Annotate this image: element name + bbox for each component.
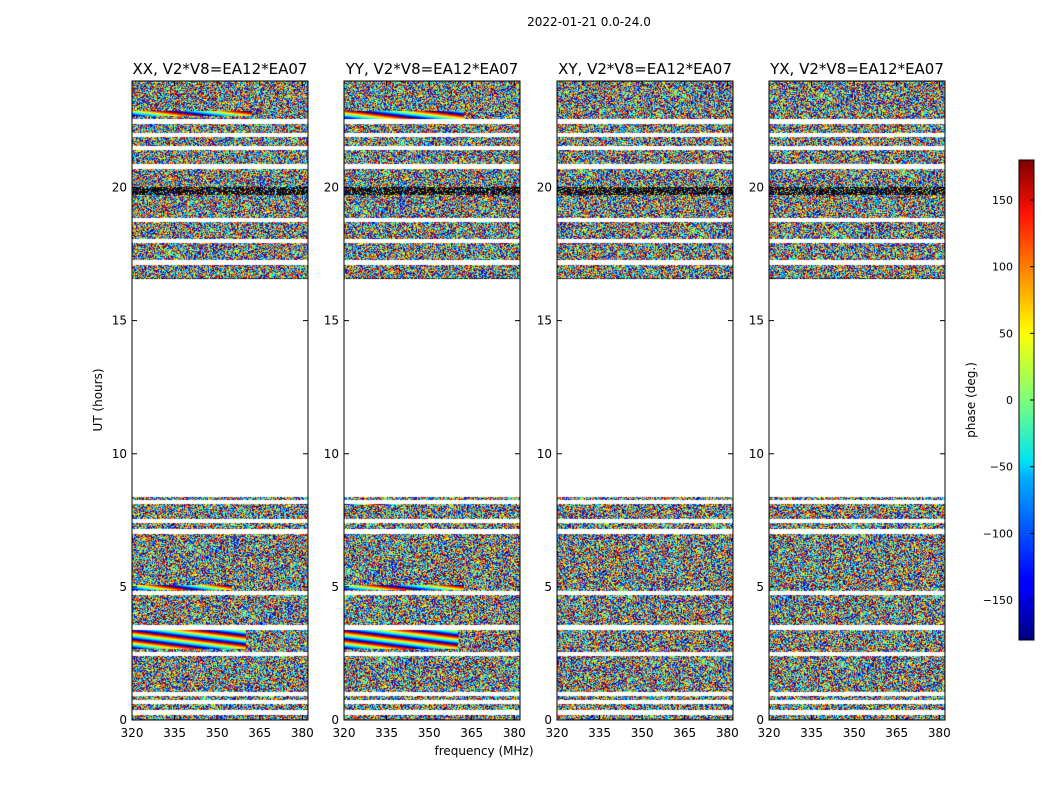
x-tick-label: 320 [121,726,144,740]
panel-frame [768,80,946,721]
y-tick-label: 15 [749,314,764,328]
colorbar-ticks: −150 −100 −50 0 50 100 150 [983,194,1034,607]
panel-yx: YX, V2*V8=EA12*EA07 320 335 350 365 380 0 5 10 15… [749,60,951,740]
x-tick-label: 335 [800,726,823,740]
panel-phase-image [344,81,520,720]
panel-phase-image [769,81,945,720]
x-tick-label: 350 [418,726,441,740]
x-tick-label: 380 [928,726,951,740]
colorbar-tick-label: 0 [1006,394,1013,407]
panel-yy: YY, V2*V8=EA12*EA07 320 335 350 365 380 0 5 10 15… [324,60,526,740]
y-tick-label: 0 [119,713,127,727]
y-tick-label: 10 [324,447,339,461]
x-tick-label: 365 [460,726,483,740]
panel-frame [556,80,734,721]
x-tick-label: 320 [546,726,569,740]
y-axis-label: UT (hours) [91,368,105,431]
colorbar-tick-label: 50 [999,327,1013,340]
x-tick-label: 365 [673,726,696,740]
x-tick-label: 365 [248,726,271,740]
x-tick-label: 320 [333,726,356,740]
x-axis-label: frequency (MHz) [434,744,533,758]
x-tick-label: 350 [843,726,866,740]
panel-title: YX, V2*V8=EA12*EA07 [769,60,944,78]
x-tick-label: 380 [503,726,526,740]
x-tick-label: 335 [163,726,186,740]
y-tick-label: 0 [331,713,339,727]
colorbar-tick-label: −100 [983,527,1013,540]
panel-phase-image [557,81,733,720]
y-tick-label: 15 [324,314,339,328]
figure-suptitle: 2022-01-21 0.0-24.0 [527,15,651,29]
y-tick-label: 0 [544,713,552,727]
colorbar: −150 −100 −50 0 50 100 150 phase (deg.) [964,159,1035,641]
panel-title: XY, V2*V8=EA12*EA07 [558,60,732,78]
panel-phase-image [132,81,308,720]
y-tick-label: 20 [112,181,127,195]
x-tick-label: 350 [206,726,229,740]
y-tick-label: 5 [119,580,127,594]
panel-title: YY, V2*V8=EA12*EA07 [345,60,519,78]
x-tick-label: 335 [588,726,611,740]
x-tick-label: 350 [631,726,654,740]
panels-group: XX, V2*V8=EA12*EA07 320 335 350 365 380 0 5 10 15… [112,60,951,740]
y-tick-label: 20 [749,181,764,195]
y-tick-label: 5 [756,580,764,594]
y-tick-label: 10 [749,447,764,461]
y-tick-label: 10 [112,447,127,461]
y-tick-label: 15 [112,314,127,328]
x-tick-label: 320 [758,726,781,740]
y-tick-label: 20 [324,181,339,195]
y-tick-label: 5 [544,580,552,594]
y-tick-label: 5 [331,580,339,594]
y-tick-label: 15 [537,314,552,328]
colorbar-label: phase (deg.) [964,362,978,438]
colorbar-tick-label: 150 [992,194,1013,207]
panel-xy: XY, V2*V8=EA12*EA07 320 335 350 365 380 0 5 10 15… [537,60,739,740]
colorbar-tick-label: −50 [990,461,1013,474]
x-tick-label: 380 [291,726,314,740]
x-tick-label: 335 [375,726,398,740]
x-tick-label: 380 [716,726,739,740]
colorbar-tick-label: 100 [992,261,1013,274]
panel-xx: XX, V2*V8=EA12*EA07 320 335 350 365 380 0 5 10 15… [112,60,314,740]
y-tick-label: 10 [537,447,552,461]
y-tick-label: 0 [756,713,764,727]
y-tick-label: 20 [537,181,552,195]
x-tick-label: 365 [885,726,908,740]
panel-frame [131,80,309,721]
panel-title: XX, V2*V8=EA12*EA07 [133,60,308,78]
colorbar-tick-label: −150 [983,594,1013,607]
panel-frame [343,80,521,721]
